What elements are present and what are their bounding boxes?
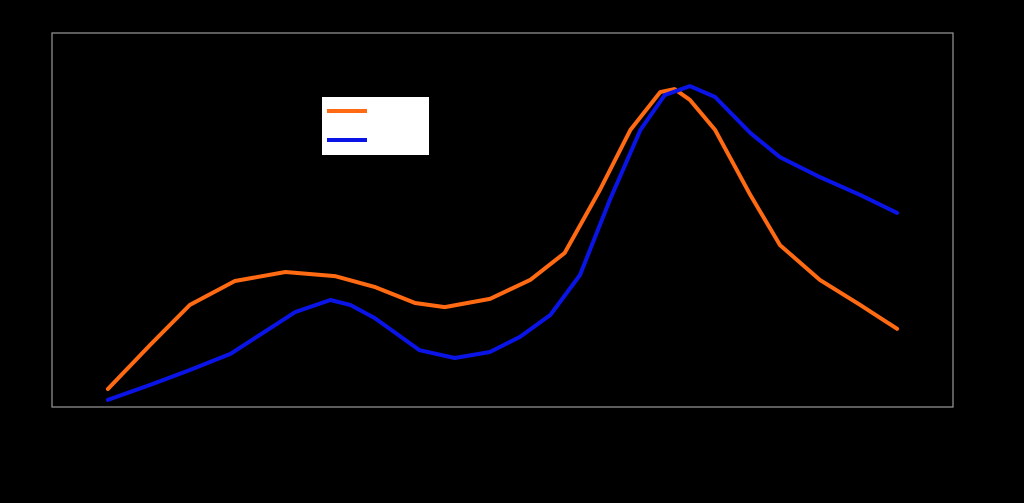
plot-frame — [51, 32, 954, 408]
lines — [105, 84, 900, 402]
legend-box — [322, 97, 429, 155]
series-line — [105, 84, 900, 402]
series-line — [105, 87, 900, 391]
